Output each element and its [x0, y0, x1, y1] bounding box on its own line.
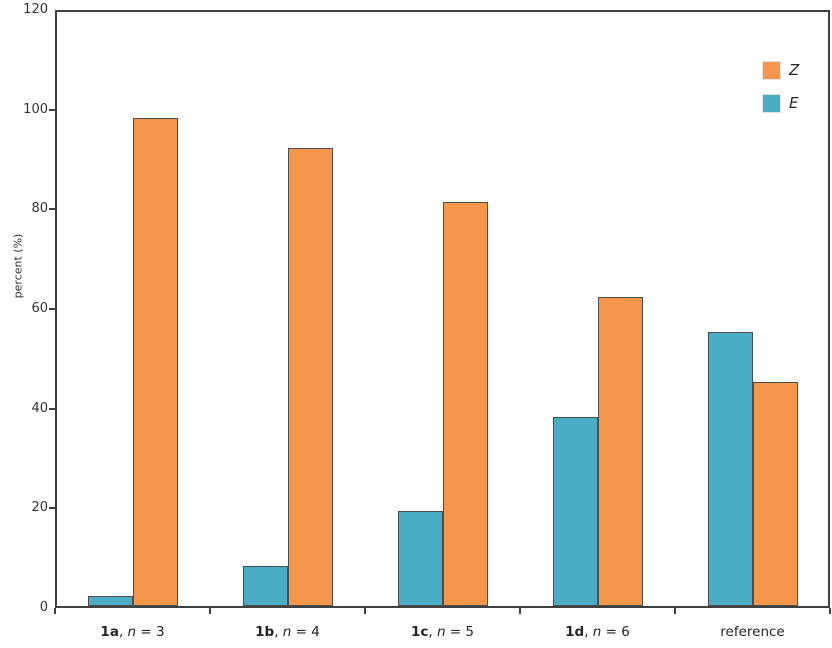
y-axis-tick-label: 80 [31, 201, 48, 217]
bar-z [132, 118, 178, 606]
x-axis-category-label: reference [675, 624, 830, 644]
x-label-part: n [282, 624, 292, 640]
x-label-part: = 5 [445, 624, 475, 640]
bar-z [752, 382, 798, 606]
legend-label: E [789, 94, 799, 112]
x-label-part: , [584, 624, 593, 640]
legend-label: Z [789, 61, 800, 79]
legend-swatch-z [763, 62, 780, 79]
x-label-part: n [127, 624, 137, 640]
x-label-part: 1c [410, 624, 429, 640]
y-axis-tick [49, 208, 55, 211]
x-label-part: reference [720, 624, 785, 640]
x-label-part: , [274, 624, 283, 640]
x-label-part: 1a [100, 624, 119, 640]
y-axis-tick-label: 20 [31, 500, 48, 516]
x-axis-tick [364, 608, 366, 614]
bar-e [397, 511, 443, 606]
x-axis-category-label: 1c, n = 5 [365, 624, 520, 644]
bar-e [552, 417, 598, 606]
x-label-part: , [428, 624, 437, 640]
x-label-part: = 3 [136, 624, 165, 640]
x-label-part: n [436, 624, 446, 640]
y-axis-tick [49, 407, 55, 410]
x-label-part: = 4 [291, 624, 320, 640]
x-axis-category-label: 1d, n = 6 [520, 624, 675, 644]
x-axis-tick [519, 608, 521, 614]
legend-item-e: E [763, 95, 799, 112]
x-label-part: 1d [565, 624, 585, 640]
bar-z [442, 202, 488, 606]
y-axis-tick [49, 108, 55, 111]
bar-e [87, 596, 133, 606]
y-axis-tick-label: 60 [31, 301, 48, 316]
legend-swatch-e [763, 95, 780, 112]
category-group [675, 12, 830, 606]
x-axis-tick [209, 608, 211, 614]
x-label-part: , [118, 624, 128, 640]
legend-item-z: Z [763, 62, 799, 79]
x-axis-tick [674, 608, 676, 614]
category-group [365, 12, 520, 606]
y-axis-title-text: percent (%) [11, 233, 25, 299]
x-label-part: = 6 [601, 624, 630, 640]
category-group [55, 12, 210, 606]
plot-area [55, 10, 830, 608]
category-group [210, 12, 365, 606]
y-axis-tick-label: 100 [23, 101, 48, 117]
x-label-part: 1b [255, 624, 275, 640]
y-axis-tick-label: 120 [23, 2, 48, 17]
y-axis-tick [49, 308, 55, 310]
bar-z [287, 148, 333, 606]
bar-z [597, 297, 643, 606]
y-axis-tick-label: 0 [39, 600, 48, 615]
y-axis-tick-label: 40 [31, 400, 48, 416]
bar-e [242, 566, 288, 606]
x-axis-category-label: 1b, n = 4 [210, 624, 365, 644]
category-group [520, 12, 675, 606]
x-axis-tick [54, 608, 56, 614]
x-label-part: n [592, 624, 602, 640]
x-axis-tick [829, 608, 831, 614]
y-axis-tick [49, 507, 55, 510]
bar-e [707, 332, 753, 606]
x-axis-category-label: 1a, n = 3 [55, 624, 210, 644]
